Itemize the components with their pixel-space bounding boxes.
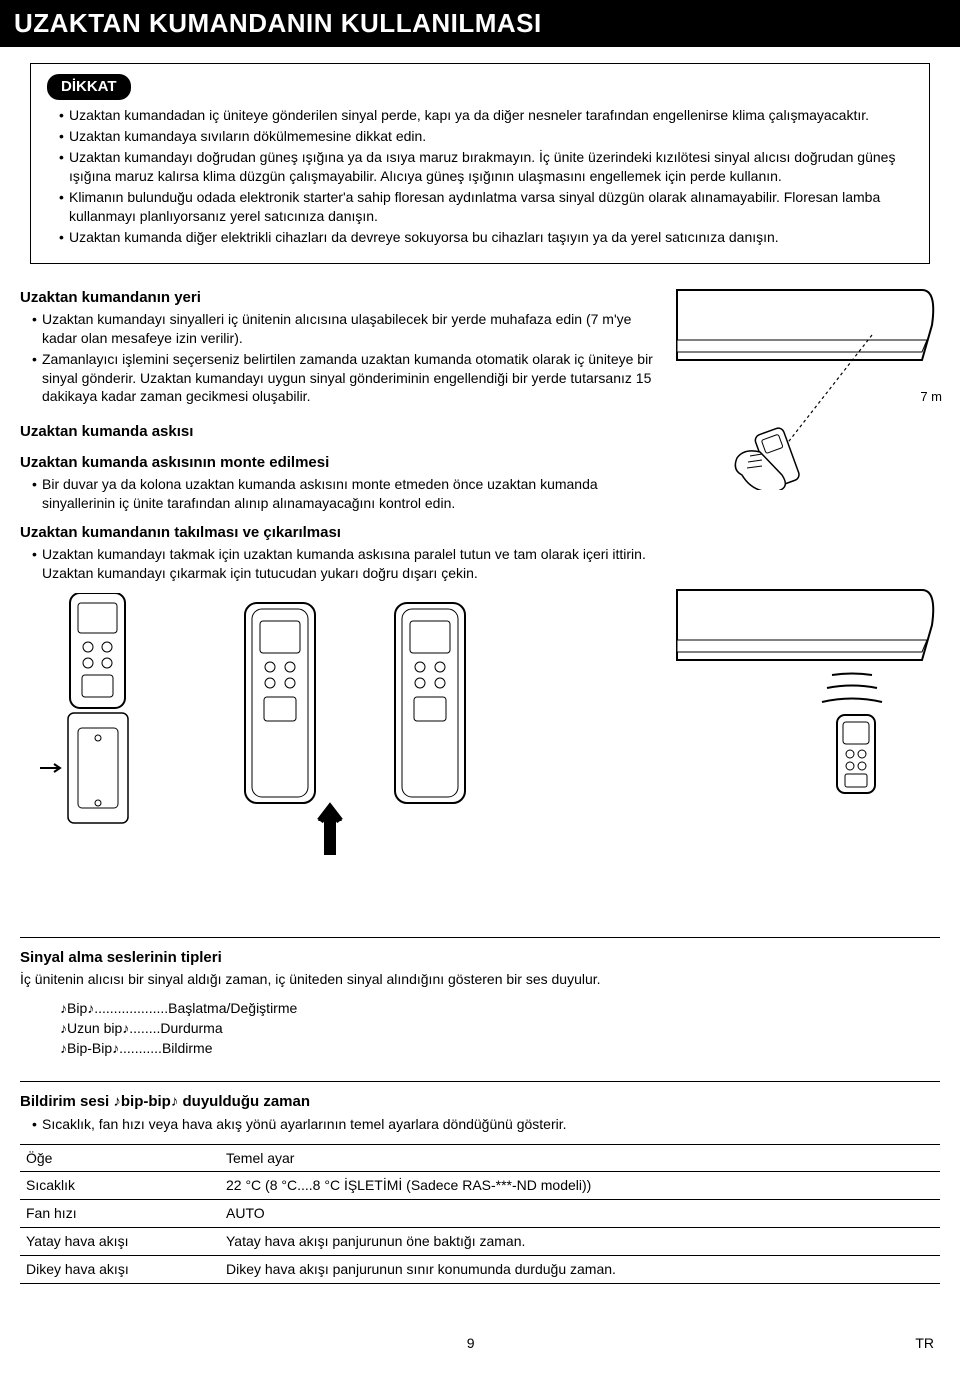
list-item: Uzaktan kumandayı takmak için uzaktan ku… xyxy=(32,545,660,583)
section3-list: Bir duvar ya da kolona uzaktan kumanda a… xyxy=(20,475,660,513)
caution-item: Uzaktan kumanda diğer elektrikli cihazla… xyxy=(59,228,913,247)
section3-heading: Uzaktan kumanda askısının monte edilmesi xyxy=(20,453,660,473)
distance-label: 7 m xyxy=(920,388,942,406)
caution-label: DİKKAT xyxy=(47,74,131,100)
table-cell: Fan hızı xyxy=(20,1200,220,1228)
remote-bracket-figure-2 xyxy=(220,593,350,863)
remote-mounting-figures xyxy=(40,593,660,873)
table-cell: Yatay hava akışı xyxy=(20,1228,220,1256)
section4-heading: Uzaktan kumandanın takılması ve çıkarılm… xyxy=(20,523,660,543)
settings-table: Öğe Temel ayar Sıcaklık 22 °C (8 °C....8… xyxy=(20,1144,940,1284)
table-row: Fan hızı AUTO xyxy=(20,1200,940,1228)
caution-item: Uzaktan kumandayı doğrudan güneş ışığına… xyxy=(59,148,913,186)
section1-list: Uzaktan kumandayı sinyalleri iç ünitenin… xyxy=(20,310,660,406)
signal-item: ♪Bip♪...................Başlatma/Değişti… xyxy=(60,999,940,1018)
table-cell: Sıcaklık xyxy=(20,1172,220,1200)
table-cell: Dikey hava akışı panjurunun sınır konumu… xyxy=(220,1256,940,1284)
table-cell: Yatay hava akışı panjurunun öne baktığı … xyxy=(220,1228,940,1256)
remote-bracket-figure-3 xyxy=(380,593,490,863)
list-item: Bir duvar ya da kolona uzaktan kumanda a… xyxy=(32,475,660,513)
lang-code: TR xyxy=(915,1334,934,1353)
caution-item: Uzaktan kumandaya sıvıların dökülmemesin… xyxy=(59,127,913,146)
list-item: Zamanlayıcı işlemini seçerseniz belirtil… xyxy=(32,350,660,407)
ac-unit-signal-figure: 7 m xyxy=(672,280,942,490)
table-cell: AUTO xyxy=(220,1200,940,1228)
signal-item: ♪Bip-Bip♪...........Bildirme xyxy=(60,1039,940,1058)
signals-heading: Sinyal alma seslerinin tipleri xyxy=(20,948,940,968)
table-row: Öğe Temel ayar xyxy=(20,1144,940,1172)
page-footer: 9 TR xyxy=(20,1334,940,1353)
signals-desc: İç ünitenin alıcısı bir sinyal aldığı za… xyxy=(20,970,940,989)
ac-unit-receive-figure xyxy=(672,580,942,815)
page-number: 9 xyxy=(26,1334,915,1353)
list-item: Sıcaklık, fan hızı veya hava akış yönü a… xyxy=(32,1115,940,1134)
table-row: Sıcaklık 22 °C (8 °C....8 °C İŞLETİMİ (S… xyxy=(20,1172,940,1200)
table-cell: Dikey hava akışı xyxy=(20,1256,220,1284)
notify-heading: Bildirim sesi ♪bip-bip♪ duyulduğu zaman xyxy=(20,1092,940,1112)
signal-item: ♪Uzun bip♪........Durdurma xyxy=(60,1019,940,1038)
page-title: UZAKTAN KUMANDANIN KULLANILMASI xyxy=(0,0,960,47)
list-item: Uzaktan kumandayı sinyalleri iç ünitenin… xyxy=(32,310,660,348)
table-header: Temel ayar xyxy=(220,1144,940,1172)
section4-list: Uzaktan kumandayı takmak için uzaktan ku… xyxy=(20,545,660,583)
table-row: Yatay hava akışı Yatay hava akışı panjur… xyxy=(20,1228,940,1256)
caution-item: Uzaktan kumandadan iç üniteye gönderilen… xyxy=(59,106,913,125)
table-row: Dikey hava akışı Dikey hava akışı panjur… xyxy=(20,1256,940,1284)
table-header: Öğe xyxy=(20,1144,220,1172)
notify-list: Sıcaklık, fan hızı veya hava akış yönü a… xyxy=(20,1115,940,1134)
remote-bracket-figure-1 xyxy=(40,593,170,853)
caution-box: DİKKAT Uzaktan kumandadan iç üniteye gön… xyxy=(30,63,930,263)
section2-heading: Uzaktan kumanda askısı xyxy=(20,422,660,442)
caution-list: Uzaktan kumandadan iç üniteye gönderilen… xyxy=(47,106,913,246)
signals-list: ♪Bip♪...................Başlatma/Değişti… xyxy=(20,999,940,1058)
section1-heading: Uzaktan kumandanın yeri xyxy=(20,288,660,308)
table-cell: 22 °C (8 °C....8 °C İŞLETİMİ (Sadece RAS… xyxy=(220,1172,940,1200)
caution-item: Klimanın bulunduğu odada elektronik star… xyxy=(59,188,913,226)
